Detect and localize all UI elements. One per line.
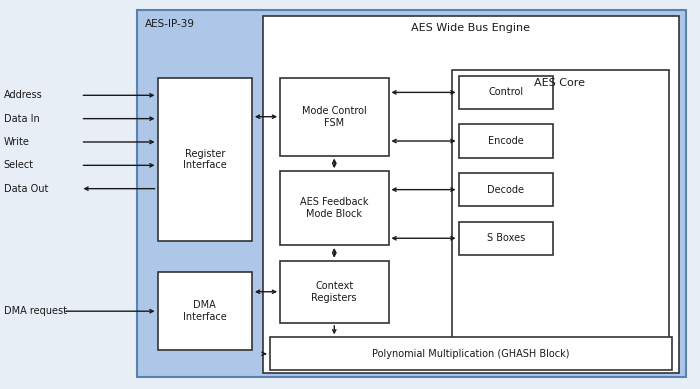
FancyBboxPatch shape bbox=[452, 70, 668, 354]
FancyBboxPatch shape bbox=[262, 16, 679, 373]
Text: Encode: Encode bbox=[488, 136, 524, 146]
Text: Data In: Data In bbox=[4, 114, 39, 124]
FancyBboxPatch shape bbox=[458, 76, 553, 109]
FancyBboxPatch shape bbox=[458, 173, 553, 206]
Text: Mode Control
FSM: Mode Control FSM bbox=[302, 106, 367, 128]
FancyBboxPatch shape bbox=[136, 10, 686, 377]
Text: DMA
Interface: DMA Interface bbox=[183, 300, 227, 322]
Text: DMA request: DMA request bbox=[4, 306, 66, 316]
FancyBboxPatch shape bbox=[270, 337, 672, 370]
Text: AES-IP-39: AES-IP-39 bbox=[145, 19, 195, 30]
Text: Context
Registers: Context Registers bbox=[312, 281, 357, 303]
FancyBboxPatch shape bbox=[158, 272, 252, 350]
Text: AES Wide Bus Engine: AES Wide Bus Engine bbox=[412, 23, 531, 33]
FancyBboxPatch shape bbox=[458, 222, 553, 255]
Text: Select: Select bbox=[4, 160, 34, 170]
Text: S Boxes: S Boxes bbox=[486, 233, 525, 243]
Text: Polynomial Multiplication (GHASH Block): Polynomial Multiplication (GHASH Block) bbox=[372, 349, 570, 359]
Text: AES Core: AES Core bbox=[535, 78, 585, 88]
FancyBboxPatch shape bbox=[458, 124, 553, 158]
Text: Control: Control bbox=[488, 88, 524, 97]
Text: Decode: Decode bbox=[487, 185, 524, 194]
Text: Address: Address bbox=[4, 90, 42, 100]
FancyBboxPatch shape bbox=[280, 78, 388, 156]
FancyBboxPatch shape bbox=[280, 171, 388, 245]
FancyBboxPatch shape bbox=[280, 261, 388, 323]
Text: Register
Interface: Register Interface bbox=[183, 149, 227, 170]
Text: Write: Write bbox=[4, 137, 29, 147]
Text: AES Feedback
Mode Block: AES Feedback Mode Block bbox=[300, 197, 368, 219]
Text: Data Out: Data Out bbox=[4, 184, 48, 194]
FancyBboxPatch shape bbox=[158, 78, 252, 241]
